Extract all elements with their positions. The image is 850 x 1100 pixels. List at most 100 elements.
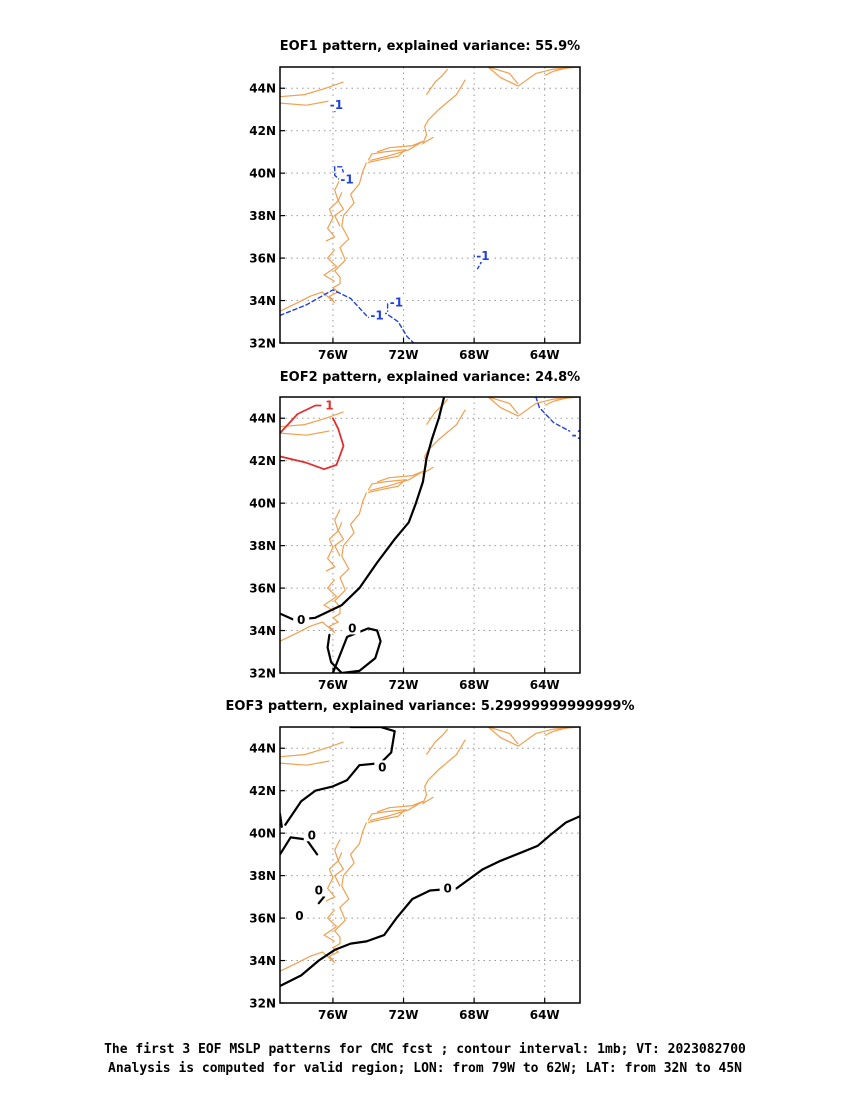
y-tick-label: 38N bbox=[249, 209, 276, 223]
contour-line bbox=[280, 289, 415, 343]
eof2-frame bbox=[279, 396, 581, 674]
contour-label: 0 bbox=[378, 760, 386, 774]
y-tick-label: 32N bbox=[249, 997, 276, 1011]
contour-label: -1 bbox=[476, 249, 489, 263]
coastline bbox=[325, 839, 341, 902]
contour-label: -1 bbox=[330, 98, 343, 112]
coastline bbox=[421, 79, 466, 145]
coastline bbox=[280, 100, 330, 106]
y-tick-label: 36N bbox=[249, 912, 276, 926]
contour-label-bg bbox=[339, 172, 356, 186]
figure-caption-line-1: The first 3 EOF MSLP patterns for CMC fc… bbox=[104, 1042, 746, 1057]
coastline bbox=[322, 249, 338, 282]
coastline bbox=[426, 68, 449, 95]
coastline bbox=[280, 430, 330, 436]
coastline bbox=[544, 397, 580, 407]
contour-line bbox=[280, 836, 319, 856]
coastline bbox=[421, 409, 466, 475]
contour-label: 0 bbox=[295, 909, 303, 923]
coastline bbox=[328, 492, 368, 634]
contour-label: 0 bbox=[348, 621, 356, 635]
y-tick-label: 36N bbox=[249, 252, 276, 266]
contour-label-bg bbox=[303, 828, 320, 842]
coastline bbox=[325, 509, 341, 572]
coastline bbox=[426, 398, 449, 425]
x-tick-label: 68W bbox=[459, 348, 489, 362]
x-tick-label: 72W bbox=[389, 348, 419, 362]
eof1-panel: EOF1 pattern, explained variance: 55.9% -… bbox=[249, 39, 581, 362]
y-tick-label: 34N bbox=[249, 294, 276, 308]
x-tick-label: 76W bbox=[318, 348, 348, 362]
eof1-title: EOF1 pattern, explained variance: 55.9% bbox=[280, 39, 580, 54]
y-tick-label: 42N bbox=[249, 454, 276, 468]
contour-label: 0 bbox=[315, 883, 323, 897]
coastline bbox=[367, 149, 408, 164]
contour-label-bg bbox=[369, 308, 386, 322]
x-tick-label: 76W bbox=[318, 678, 348, 692]
y-tick-label: 38N bbox=[249, 539, 276, 553]
figure-caption-line-2: Analysis is computed for valid region; L… bbox=[108, 1061, 742, 1076]
coastline bbox=[280, 411, 344, 428]
eof2-plot-area: 1 0 0 -1 bbox=[280, 397, 585, 673]
coastline bbox=[369, 800, 424, 821]
contour-line bbox=[280, 417, 345, 471]
contour-label-bg bbox=[328, 98, 345, 112]
contour-label-bg bbox=[374, 760, 391, 774]
coastline bbox=[369, 140, 424, 161]
coastline bbox=[280, 741, 344, 758]
contour-label-bg bbox=[321, 398, 338, 412]
coastline bbox=[333, 852, 345, 887]
contour-label: -1 bbox=[390, 296, 403, 310]
coastline bbox=[333, 192, 345, 227]
contour-label-bg bbox=[291, 908, 308, 922]
coastline bbox=[280, 621, 336, 642]
contour-label-bg bbox=[388, 295, 405, 309]
x-tick-label: 76W bbox=[318, 1008, 348, 1022]
contour-label: 0 bbox=[297, 613, 305, 627]
coastline bbox=[322, 579, 338, 612]
x-tick-label: 72W bbox=[389, 1008, 419, 1022]
contour-label: -1 bbox=[572, 428, 585, 442]
contour-line bbox=[280, 815, 580, 988]
coastline bbox=[544, 727, 580, 737]
contour-line bbox=[284, 727, 396, 826]
contour-label: 0 bbox=[308, 828, 316, 842]
coastline bbox=[322, 909, 338, 942]
eof3-title: EOF3 pattern, explained variance: 5.2999… bbox=[226, 699, 635, 714]
contour-label-bg bbox=[439, 881, 456, 895]
contour-label-bg bbox=[310, 883, 327, 897]
coastline bbox=[280, 291, 336, 312]
y-tick-label: 34N bbox=[249, 954, 276, 968]
coastline bbox=[544, 67, 580, 77]
eof3-frame bbox=[279, 726, 581, 1004]
coastline bbox=[369, 470, 424, 491]
y-tick-label: 42N bbox=[249, 124, 276, 138]
eof2-title: EOF2 pattern, explained variance: 24.8% bbox=[280, 370, 580, 385]
x-tick-label: 64W bbox=[530, 1008, 560, 1022]
y-tick-label: 40N bbox=[249, 167, 276, 181]
y-tick-label: 32N bbox=[249, 337, 276, 351]
coastline bbox=[487, 397, 580, 417]
contour-label: 1 bbox=[325, 398, 333, 412]
y-tick-label: 34N bbox=[249, 624, 276, 638]
x-tick-label: 64W bbox=[530, 348, 560, 362]
x-tick-label: 68W bbox=[459, 1008, 489, 1022]
eof1-plot-area: -1 -1 -1 -1 -1 bbox=[280, 67, 580, 343]
coastline bbox=[367, 479, 408, 494]
coastline bbox=[421, 739, 466, 805]
coastline bbox=[426, 728, 449, 755]
y-tick-label: 40N bbox=[249, 497, 276, 511]
contour-line bbox=[280, 397, 446, 622]
x-tick-label: 68W bbox=[459, 678, 489, 692]
contour-line bbox=[334, 166, 346, 183]
contour-label-bg bbox=[570, 428, 580, 442]
y-tick-label: 42N bbox=[249, 784, 276, 798]
contour-label-bg bbox=[293, 612, 310, 626]
coastline bbox=[280, 81, 344, 98]
x-tick-label: 72W bbox=[389, 678, 419, 692]
coastline bbox=[367, 809, 408, 824]
x-tick-label: 64W bbox=[530, 678, 560, 692]
y-tick-label: 44N bbox=[249, 742, 276, 756]
